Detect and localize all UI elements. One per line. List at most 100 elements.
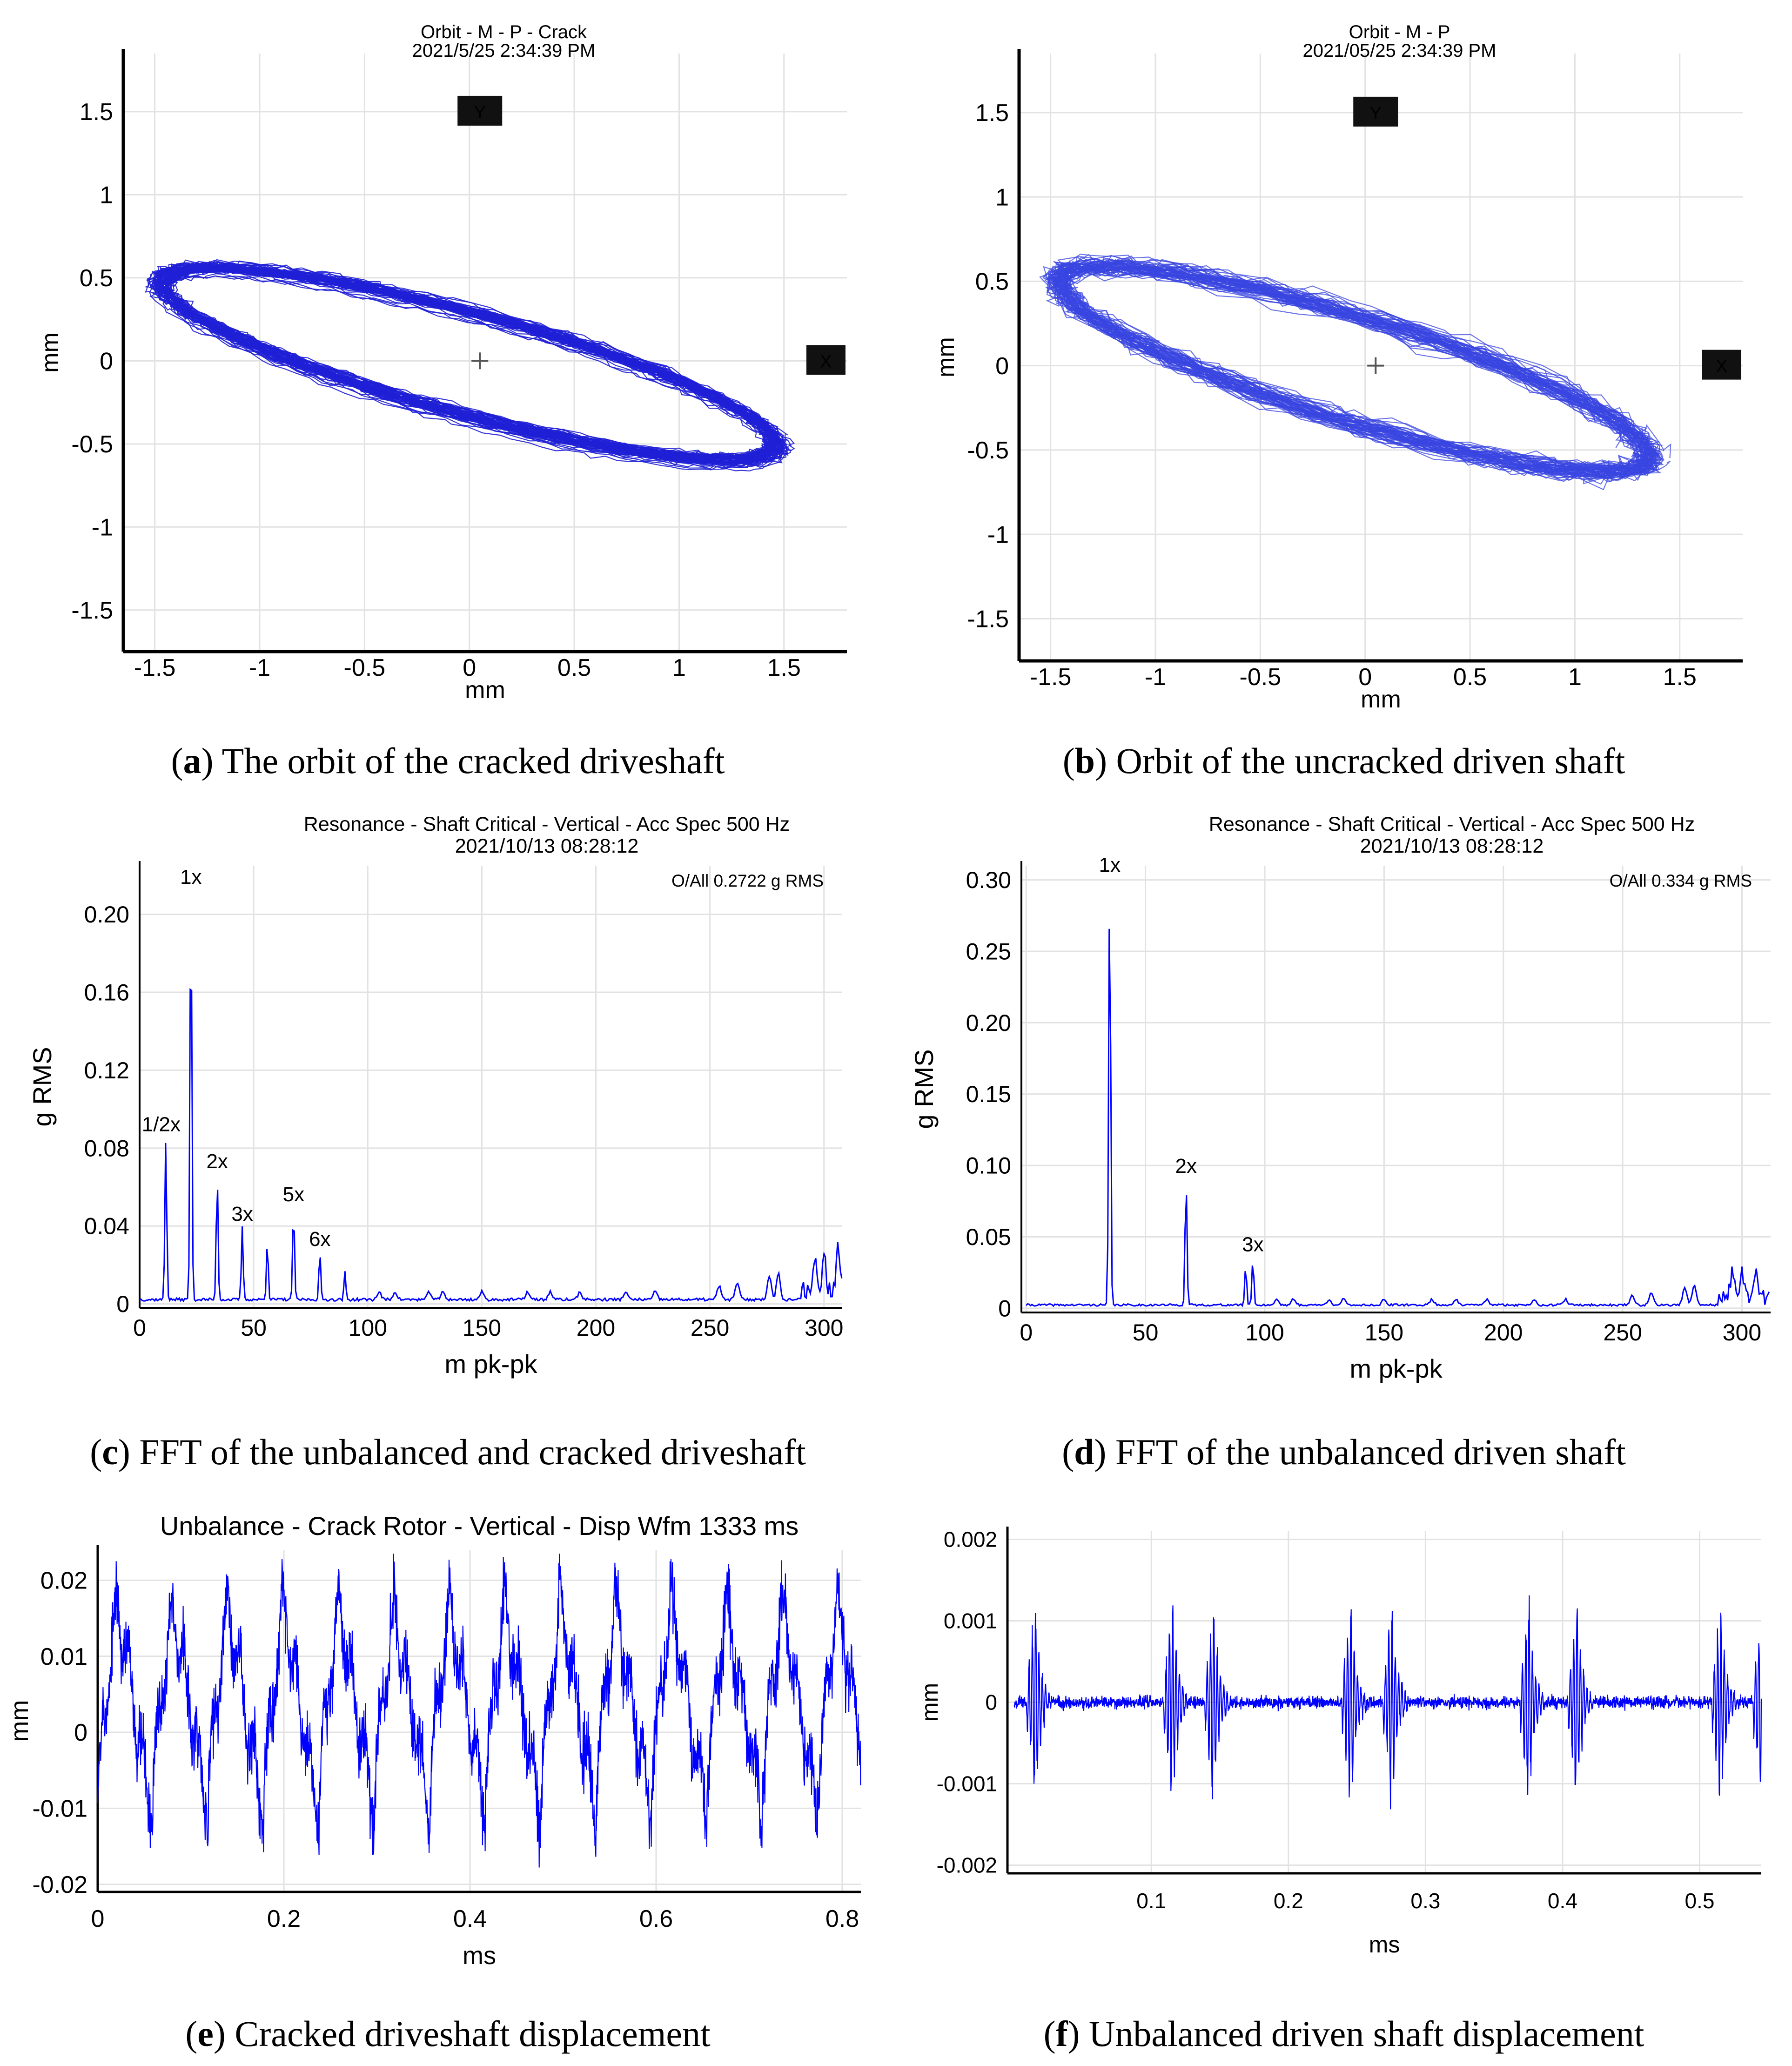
chart-subtitle: 2021/5/25 2:34:39 PM (412, 40, 596, 61)
orbit-loop (166, 266, 776, 458)
caption-c: (c) FFT of the unbalanced and cracked dr… (90, 1432, 806, 1472)
orbit-loop (1053, 262, 1649, 477)
orbit-loop (1058, 266, 1655, 474)
y-probe-label: Y (1370, 104, 1382, 123)
y-tick-label: 0.30 (966, 867, 1011, 893)
orbit-loop (155, 269, 786, 469)
panel-f: 0.1 0.2 0.3 0.4 0.5 0.002 0.001 0 -0.001 -0.002 ms… (896, 1489, 1792, 2066)
orbit-loop (1056, 262, 1650, 472)
orbit-loop (161, 275, 774, 467)
orbit-loop (157, 265, 781, 460)
y-tick-label: -0.02 (32, 1871, 87, 1898)
caption-a: (a) The orbit of the cracked driveshaft (171, 740, 725, 781)
y-axis-label: mm (6, 1700, 34, 1742)
y-axis-label: mm (917, 1683, 943, 1722)
x-tick-label: 50 (241, 1315, 267, 1341)
caption-b-text: Orbit of the uncracked driven shaft (1116, 740, 1625, 781)
orbit-loop (1064, 266, 1660, 477)
x-tick-label: 0 (133, 1315, 146, 1341)
x-tick-label: 0.5 (557, 654, 591, 681)
x-tick-label: 1 (1568, 664, 1582, 691)
x-tick-label: 200 (1484, 1319, 1523, 1346)
caption-b-letter: b (1074, 740, 1095, 781)
orbit-loop (161, 265, 784, 460)
y-tick-label: 0 (116, 1291, 129, 1317)
y-tick-label: 0.15 (966, 1081, 1011, 1107)
orbit-chart-a: -1.5 -1 -0.5 0 0.5 1 1.5 1.5 1 0.5 0 -0.5 -1 -1.5 mm mm… (37, 22, 847, 704)
orbit-loop (1054, 259, 1652, 479)
panel-c: 0 50 100 150 200 250 300 0.20 0.16 0.12 0.08 0.04 0 m… (0, 805, 896, 1489)
y-tick-label: 0 (100, 348, 113, 375)
caption-d-letter: d (1074, 1432, 1094, 1472)
orbit-loop (1050, 254, 1664, 475)
orbit-trace (145, 259, 795, 471)
orbit-loop (1056, 264, 1656, 481)
waveform-chart-e: 0 0.2 0.4 0.6 0.8 0.02 0.01 0 -0.01 -0.02 ms mm Unba… (6, 1511, 861, 1970)
y-tick-label: 0.02 (40, 1568, 87, 1595)
caption-e: (e) Cracked driveshaft displacement (185, 2013, 711, 2054)
spectrum-line (139, 988, 843, 1303)
chart-title: Resonance - Shaft Critical - Vertical - … (1209, 813, 1695, 835)
y-axis-label: mm (933, 337, 960, 377)
peak-label-1x: 1x (1099, 854, 1120, 876)
x-tick-label: 1.5 (1663, 664, 1697, 691)
orbit-loop (1054, 264, 1655, 479)
orbit-loop (1061, 258, 1651, 471)
orbit-loop (153, 263, 786, 463)
y-tick-label: -0.5 (71, 431, 113, 458)
x-probe-marker (806, 345, 846, 375)
peak-label-2x: 2x (1175, 1155, 1197, 1178)
peak-label-1-2x: 1/2x (142, 1113, 181, 1136)
orbit-loop (159, 268, 778, 466)
orbit-loop (149, 262, 792, 467)
x-tick-label: 150 (1365, 1319, 1403, 1346)
overall-level: O/All 0.334 g RMS (1610, 871, 1752, 890)
orbit-loop (157, 259, 774, 458)
orbit-loop (1053, 255, 1663, 474)
x-tick-label: 250 (1603, 1319, 1642, 1346)
x-tick-label: 300 (1723, 1319, 1761, 1346)
orbit-loop (1047, 264, 1648, 479)
orbit-loop (162, 269, 775, 463)
y-tick-label: -0.001 (937, 1772, 997, 1796)
orbit-loop (154, 269, 777, 460)
y-tick-label: 1 (100, 182, 113, 209)
x-probe-label: X (820, 352, 832, 371)
chart-title: Unbalance - Crack Rotor - Vertical - Dis… (160, 1511, 799, 1541)
orbit-loop (1042, 258, 1660, 479)
x-tick-label: -0.5 (344, 654, 386, 681)
y-tick-label: 0 (995, 353, 1009, 380)
orbit-loop (1055, 262, 1656, 477)
orbit-loop (1052, 264, 1656, 473)
y-tick-label: -1 (92, 514, 113, 541)
orbit-loop (1053, 262, 1662, 474)
orbit-loop (1059, 264, 1642, 472)
overall-level: O/All 0.2722 g RMS (671, 871, 824, 890)
caption-c-letter: c (102, 1432, 118, 1472)
orbit-loop (164, 267, 776, 461)
orbit-loop (1063, 262, 1647, 476)
orbit-loop (1047, 256, 1660, 479)
orbit-loop (153, 264, 789, 462)
y-tick-label: 0.16 (84, 980, 129, 1006)
y-tick-label: 0.002 (944, 1528, 997, 1552)
orbit-loop (161, 264, 780, 459)
x-tick-label: 0.1 (1136, 1889, 1166, 1913)
panel-a: -1.5 -1 -0.5 0 0.5 1 1.5 1.5 1 0.5 0 -0.5 -1 -1.5 mm mm… (0, 0, 896, 791)
x-tick-label: 150 (463, 1315, 501, 1341)
y-tick-label: 0.25 (966, 939, 1011, 965)
orbit-loop (1052, 254, 1663, 474)
orbit-loop (1039, 262, 1662, 481)
orbit-trace (1039, 254, 1671, 491)
waveform-chart-f: 0.1 0.2 0.3 0.4 0.5 0.002 0.001 0 -0.001 -0.002 ms… (917, 1527, 1762, 1958)
orbit-loop (167, 267, 776, 460)
x-tick-label: 0.6 (639, 1905, 673, 1932)
chart-subtitle: 2021/10/13 08:28:12 (1360, 835, 1544, 857)
x-tick-label: 0 (1020, 1319, 1033, 1346)
orbit-loop (1054, 266, 1652, 478)
peak-label-6x: 6x (309, 1228, 330, 1251)
x-axis-label: ms (463, 1942, 496, 1970)
x-tick-label: -0.5 (1240, 664, 1282, 691)
orbit-loop (158, 267, 774, 468)
orbit-loop (1042, 255, 1671, 479)
